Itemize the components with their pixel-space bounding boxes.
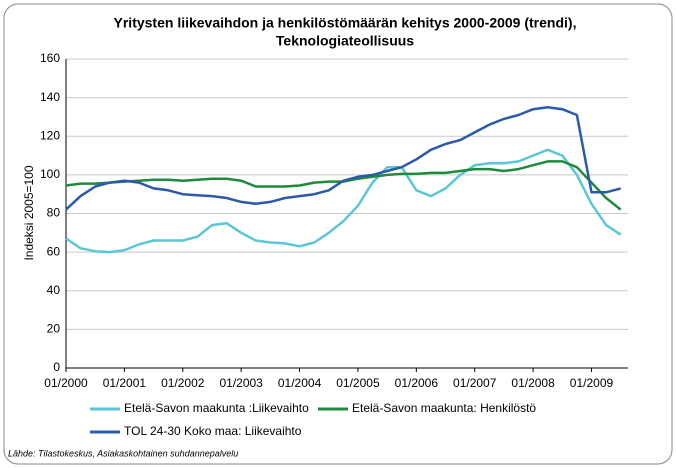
x-tick-label: 01/2000 (44, 376, 88, 390)
frame (3, 3, 673, 465)
y-tick-label: 20 (47, 322, 61, 336)
y-tick-label: 0 (53, 360, 60, 374)
x-tick-label: 01/2002 (161, 376, 205, 390)
y-tick-label: 100 (40, 167, 60, 181)
y-tick-label: 60 (47, 244, 61, 258)
series-line (65, 148, 622, 254)
x-tick-label: 01/2009 (570, 376, 614, 390)
y-tick-label: 40 (47, 283, 61, 297)
legend-label: Etelä-Savon maakunta :Liikevaihto (124, 401, 309, 415)
x-tick-label: 01/2005 (336, 376, 380, 390)
y-tick-label: 140 (40, 90, 60, 104)
x-tick-label: 01/2008 (511, 376, 555, 390)
x-tick-label: 01/2003 (219, 376, 263, 390)
chart-title: Teknologiateollisuus (276, 33, 414, 49)
x-tick-label: 01/2007 (453, 376, 497, 390)
x-tick-label: 01/2004 (278, 376, 322, 390)
source: Lähde: Tilastokeskus, Asiakaskohtainen s… (8, 448, 238, 458)
chart-title: Yritysten liikevaihdon ja henkilöstömäär… (114, 15, 577, 31)
y-tick-label: 120 (40, 128, 60, 142)
x-tick-label: 01/2001 (103, 376, 147, 390)
x-tick-label: 01/2006 (395, 376, 439, 390)
y-tick-label: 160 (40, 51, 60, 65)
series-line (65, 106, 622, 211)
y-axis-label: Indeksi 2005=100 (22, 165, 36, 260)
y-tick-label: 80 (47, 206, 61, 220)
legend-label: Etelä-Savon maakunta: Henkilöstö (352, 401, 536, 415)
legend-label: TOL 24-30 Koko maa: Liikevaihto (124, 424, 302, 438)
